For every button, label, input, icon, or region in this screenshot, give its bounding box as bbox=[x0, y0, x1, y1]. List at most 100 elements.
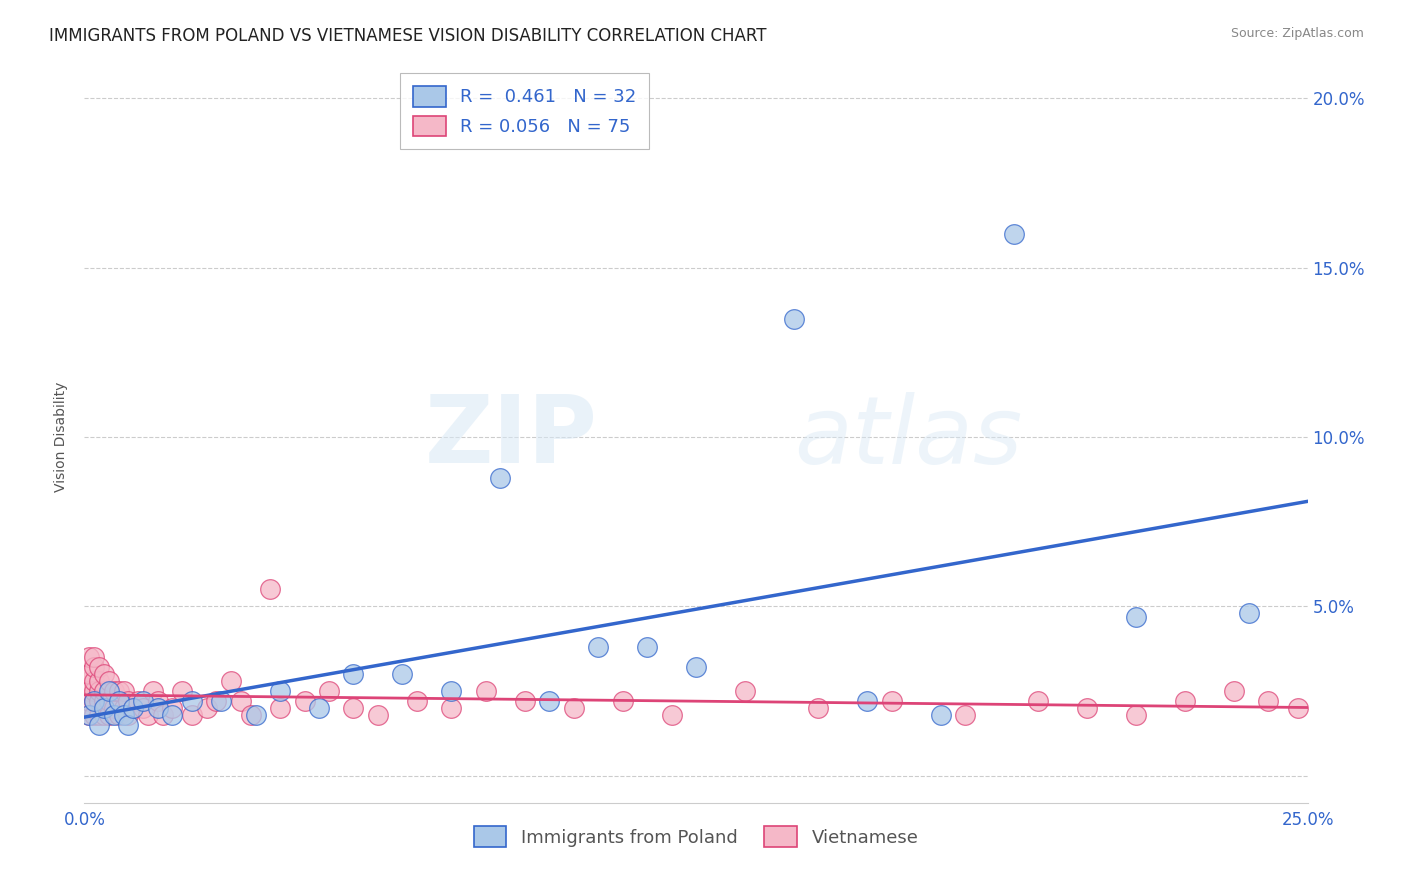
Point bbox=[103, 701, 125, 715]
Point bbox=[103, 684, 125, 698]
Point bbox=[1257, 694, 1279, 708]
Point bbox=[107, 694, 129, 708]
Point bbox=[406, 694, 429, 708]
Point bbox=[107, 707, 129, 722]
Point bbox=[229, 694, 252, 708]
Point bbox=[1286, 701, 1309, 715]
Point bbox=[1223, 684, 1246, 698]
Point bbox=[162, 701, 184, 715]
Point bbox=[83, 694, 105, 708]
Point bbox=[117, 718, 139, 732]
Point bbox=[880, 694, 903, 708]
Point bbox=[103, 707, 125, 722]
Point bbox=[87, 707, 110, 722]
Point bbox=[636, 640, 658, 654]
Point bbox=[734, 684, 756, 698]
Point bbox=[1237, 606, 1260, 620]
Point bbox=[77, 684, 100, 698]
Point bbox=[77, 694, 100, 708]
Point bbox=[112, 707, 135, 722]
Point bbox=[132, 701, 155, 715]
Point bbox=[132, 694, 155, 708]
Point bbox=[136, 707, 159, 722]
Point bbox=[112, 701, 135, 715]
Point bbox=[489, 471, 512, 485]
Point bbox=[83, 707, 105, 722]
Point bbox=[1028, 694, 1050, 708]
Point bbox=[239, 707, 262, 722]
Point bbox=[83, 673, 105, 688]
Point bbox=[474, 684, 496, 698]
Point bbox=[83, 650, 105, 665]
Point bbox=[318, 684, 340, 698]
Y-axis label: Vision Disability: Vision Disability bbox=[55, 382, 69, 492]
Point bbox=[142, 684, 165, 698]
Point bbox=[162, 707, 184, 722]
Point bbox=[87, 718, 110, 732]
Point bbox=[245, 707, 267, 722]
Point bbox=[146, 694, 169, 708]
Point bbox=[112, 684, 135, 698]
Point bbox=[77, 707, 100, 722]
Point bbox=[1125, 707, 1147, 722]
Point bbox=[181, 707, 204, 722]
Point bbox=[685, 660, 707, 674]
Point bbox=[783, 311, 806, 326]
Point bbox=[77, 701, 100, 715]
Point bbox=[83, 694, 105, 708]
Point bbox=[87, 694, 110, 708]
Point bbox=[953, 707, 976, 722]
Text: Source: ZipAtlas.com: Source: ZipAtlas.com bbox=[1230, 27, 1364, 40]
Point bbox=[195, 701, 218, 715]
Point bbox=[77, 650, 100, 665]
Point bbox=[172, 684, 194, 698]
Point bbox=[342, 667, 364, 681]
Point bbox=[77, 690, 100, 705]
Point bbox=[77, 707, 100, 722]
Point bbox=[181, 694, 204, 708]
Point bbox=[93, 707, 115, 722]
Point bbox=[97, 684, 120, 698]
Point bbox=[586, 640, 609, 654]
Point bbox=[294, 694, 316, 708]
Text: IMMIGRANTS FROM POLAND VS VIETNAMESE VISION DISABILITY CORRELATION CHART: IMMIGRANTS FROM POLAND VS VIETNAMESE VIS… bbox=[49, 27, 766, 45]
Point bbox=[97, 673, 120, 688]
Point bbox=[117, 707, 139, 722]
Point bbox=[1076, 701, 1098, 715]
Point bbox=[269, 701, 291, 715]
Point bbox=[97, 707, 120, 722]
Point bbox=[77, 684, 100, 698]
Point bbox=[87, 684, 110, 698]
Text: atlas: atlas bbox=[794, 392, 1022, 483]
Point bbox=[308, 701, 330, 715]
Point bbox=[77, 667, 100, 681]
Point bbox=[93, 684, 115, 698]
Point bbox=[122, 701, 145, 715]
Point bbox=[929, 707, 952, 722]
Point bbox=[127, 694, 149, 708]
Point bbox=[259, 582, 281, 597]
Point bbox=[661, 707, 683, 722]
Point bbox=[1002, 227, 1025, 241]
Point bbox=[93, 667, 115, 681]
Point bbox=[440, 701, 463, 715]
Point bbox=[612, 694, 634, 708]
Point bbox=[440, 684, 463, 698]
Point bbox=[83, 684, 105, 698]
Point bbox=[77, 667, 100, 681]
Point bbox=[117, 694, 139, 708]
Point bbox=[122, 701, 145, 715]
Point bbox=[513, 694, 536, 708]
Point bbox=[367, 707, 389, 722]
Legend: Immigrants from Poland, Vietnamese: Immigrants from Poland, Vietnamese bbox=[461, 814, 931, 860]
Point bbox=[93, 694, 115, 708]
Point bbox=[146, 701, 169, 715]
Point bbox=[562, 701, 585, 715]
Point bbox=[219, 673, 242, 688]
Point bbox=[152, 707, 174, 722]
Point bbox=[1174, 694, 1197, 708]
Point bbox=[93, 701, 115, 715]
Point bbox=[107, 684, 129, 698]
Point bbox=[97, 694, 120, 708]
Point bbox=[391, 667, 413, 681]
